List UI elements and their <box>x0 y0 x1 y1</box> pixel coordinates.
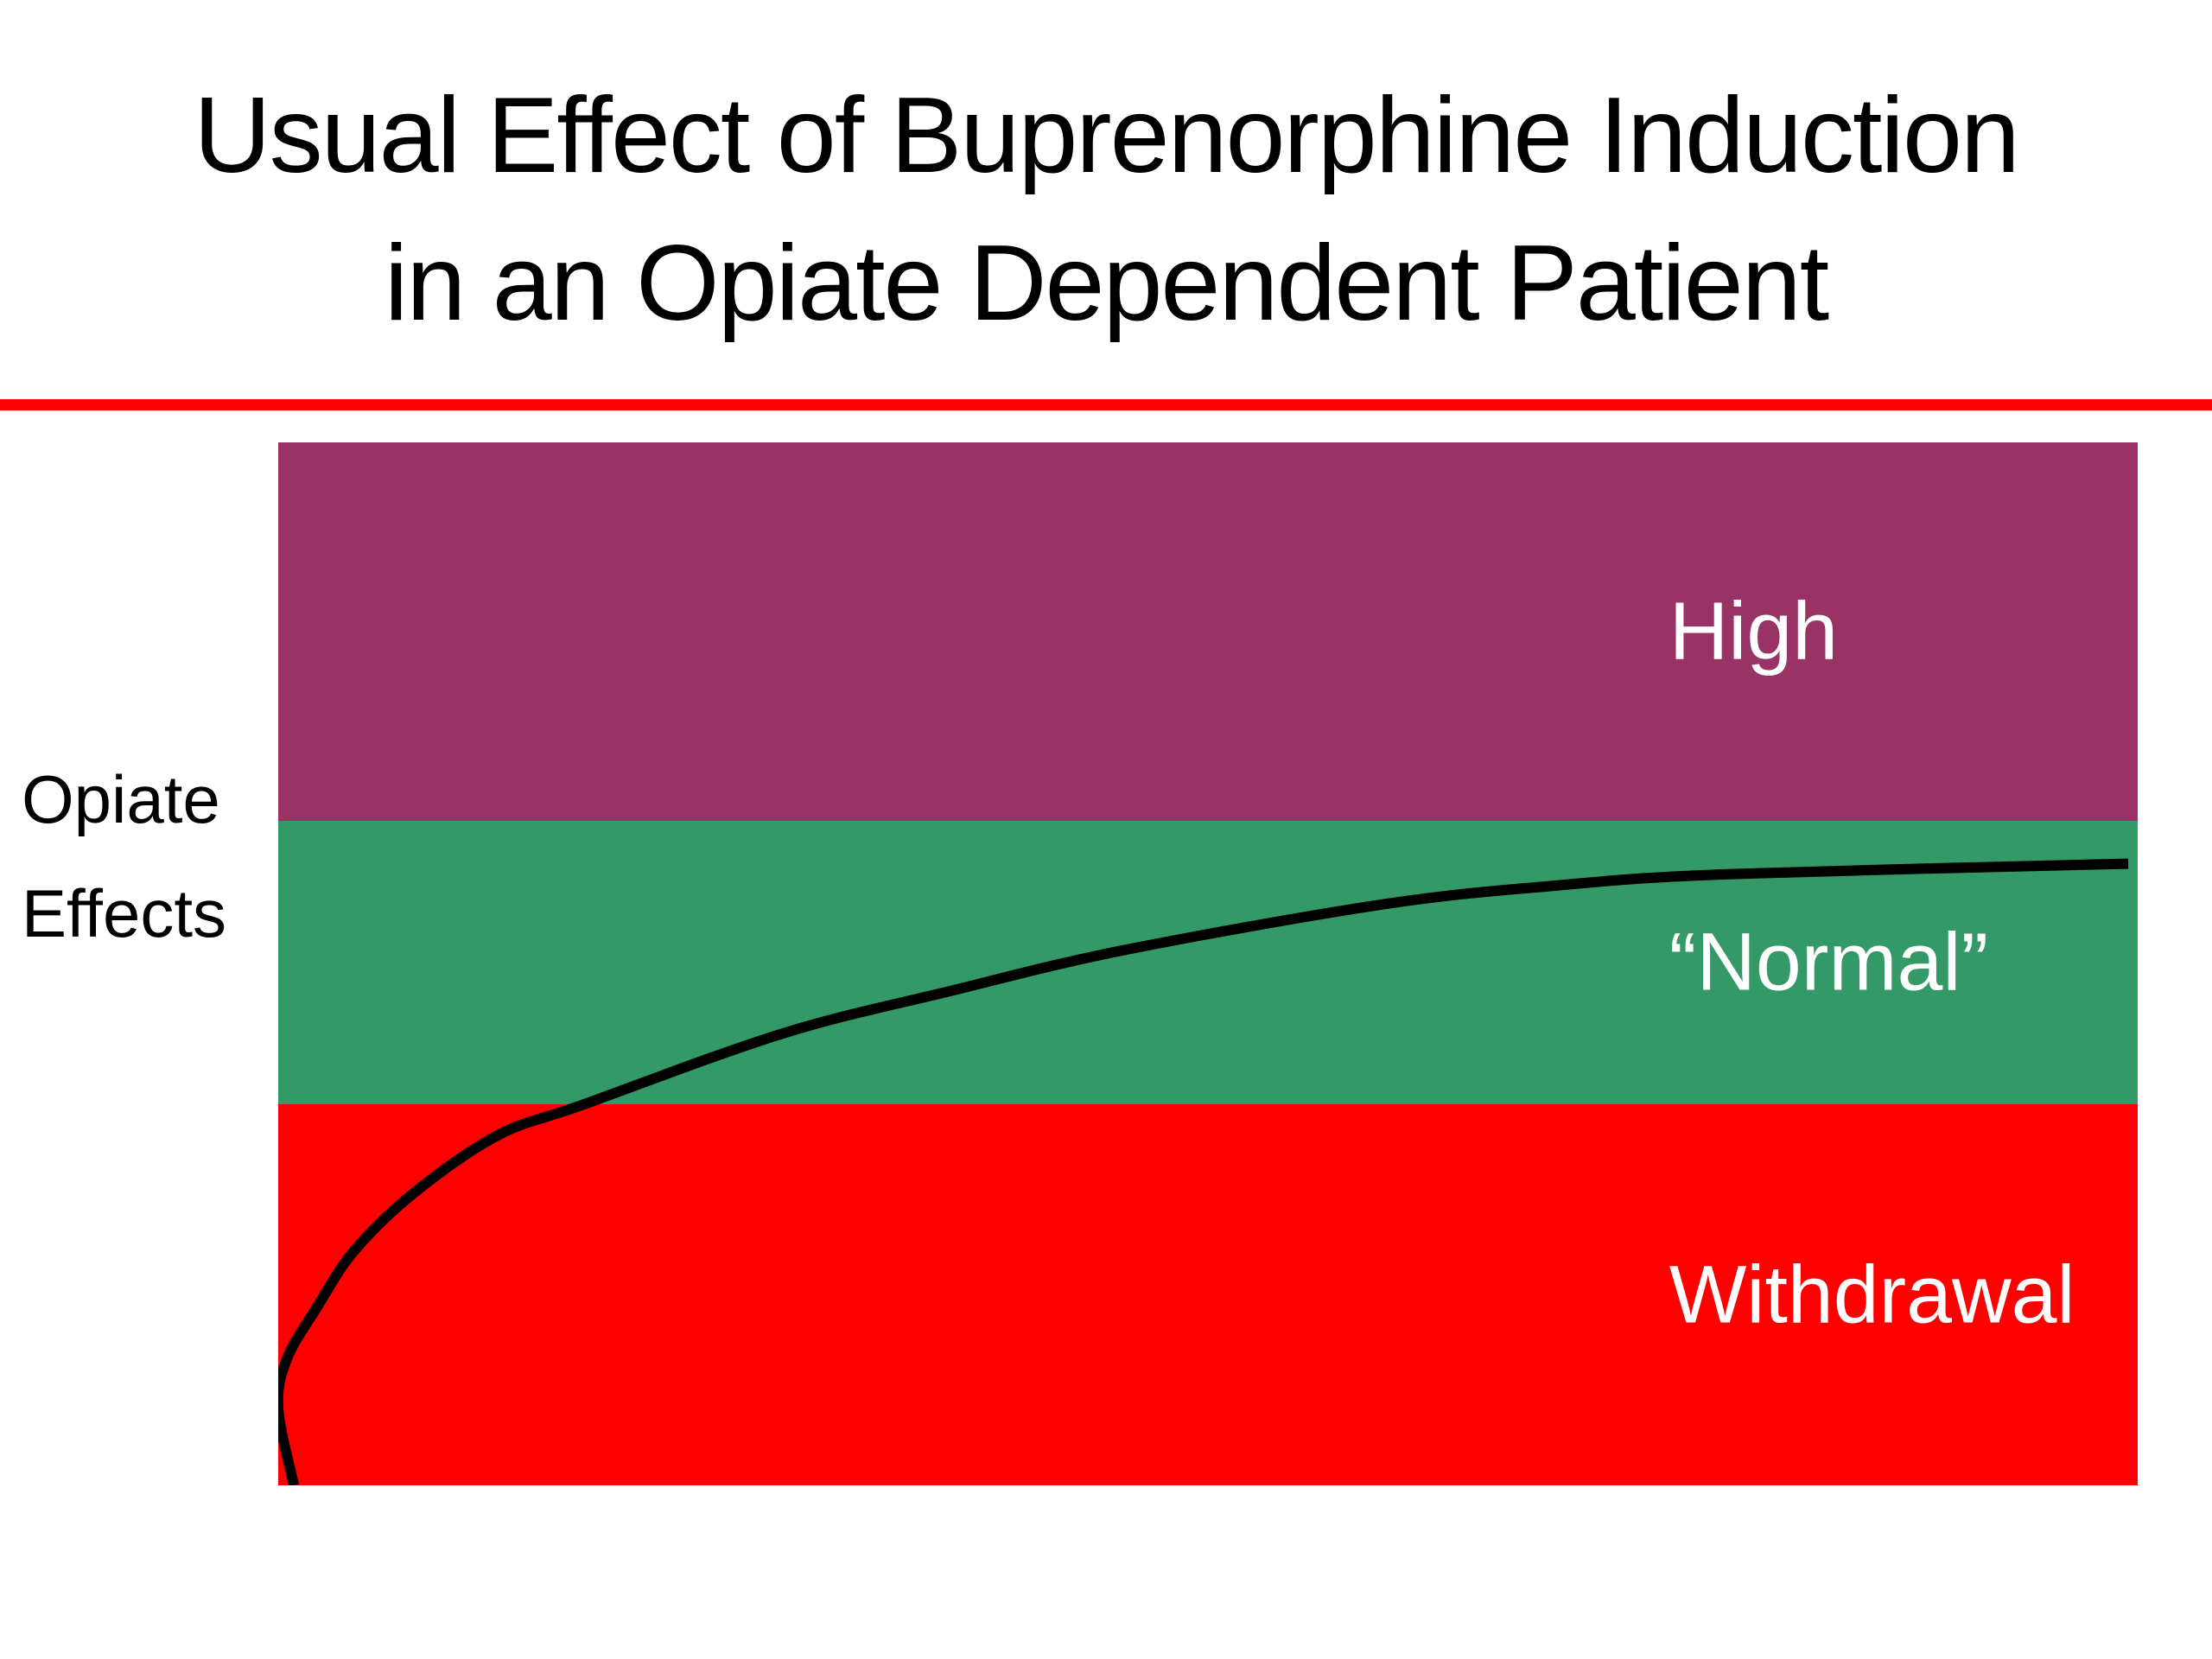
band-label-normal: “Normal” <box>1669 916 1989 1008</box>
red-divider-line <box>0 399 2212 410</box>
title-line-1: Usual Effect of Buprenorphine Induction <box>194 76 2020 195</box>
y-axis-label-line-2: Effects <box>22 875 227 951</box>
band-normal: “Normal” <box>278 821 2138 1105</box>
title-line-2: in an Opiate Dependent Patient <box>384 224 1829 343</box>
y-axis-label: Opiate Effects <box>22 766 226 947</box>
band-label-withdrawal: Withdrawal <box>1669 1249 2075 1341</box>
band-withdrawal: Withdrawal <box>278 1104 2138 1485</box>
chart-area: High “Normal” Withdrawal <box>278 442 2138 1485</box>
band-label-high: High <box>1669 585 1839 677</box>
y-axis-label-line-1: Opiate <box>22 761 220 837</box>
page-title: Usual Effect of Buprenorphine Induction … <box>0 62 2212 358</box>
band-high: High <box>278 442 2138 822</box>
